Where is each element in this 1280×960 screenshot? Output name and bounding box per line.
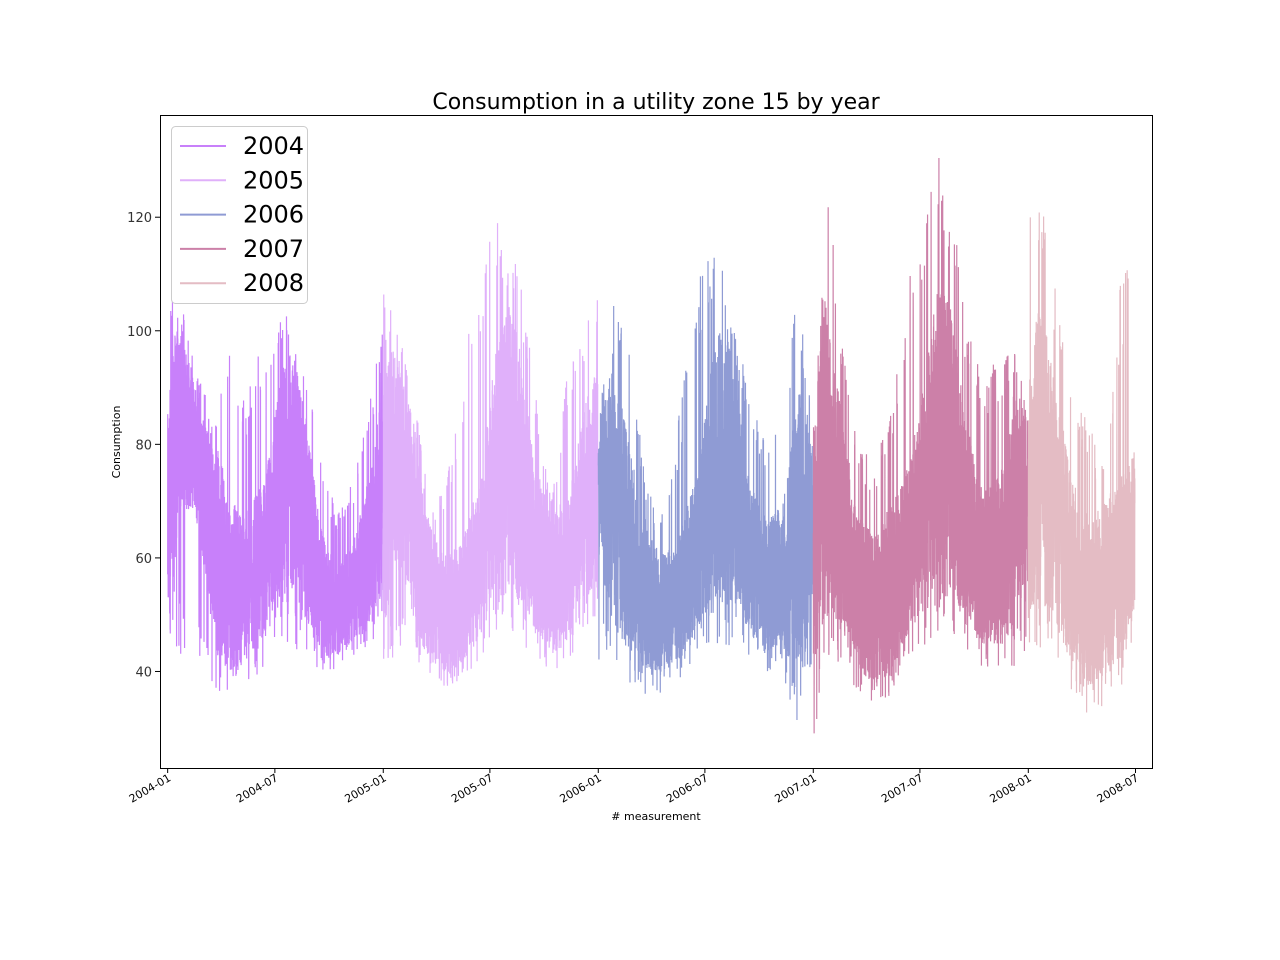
- series-line-2005: [382, 223, 599, 686]
- chart-title: Consumption in a utility zone 15 by year: [432, 90, 880, 115]
- legend[interactable]: 2004 2005 2006 2007 2008: [171, 126, 308, 304]
- legend-box: [171, 126, 308, 304]
- x-tick-label: 2004-01: [127, 771, 173, 805]
- x-tick-label: 2008-07: [1095, 771, 1141, 805]
- x-tick-label: 2007-07: [879, 771, 925, 805]
- legend-label-2008: 2008: [243, 269, 304, 297]
- x-tick-label: 2005-07: [449, 771, 495, 805]
- x-axis: 2004-01 2004-07 2005-01 2005-07 2006-01 2006-…: [127, 768, 1141, 806]
- y-tick-label: 80: [135, 438, 152, 453]
- x-tick-label: 2006-01: [557, 771, 603, 805]
- x-axis-label: # measurement: [611, 810, 701, 823]
- x-tick-label: 2005-01: [342, 771, 388, 805]
- x-tick-label: 2007-01: [772, 771, 818, 805]
- y-tick-label: 40: [135, 665, 152, 680]
- series-layer: [167, 157, 1136, 734]
- series-line-2006: [597, 257, 814, 721]
- y-axis-label: Consumption: [110, 406, 123, 479]
- y-tick-label: 120: [127, 211, 152, 226]
- y-tick-label: 100: [127, 325, 152, 340]
- legend-label-2007: 2007: [243, 235, 304, 263]
- x-tick-label: 2004-07: [234, 771, 280, 805]
- legend-label-2006: 2006: [243, 201, 304, 229]
- x-tick-label: 2006-07: [664, 771, 710, 805]
- series-line-2007: [812, 157, 1029, 734]
- series-line-2004: [167, 300, 384, 691]
- y-tick-label: 60: [135, 552, 152, 567]
- legend-label-2005: 2005: [243, 166, 304, 194]
- y-axis: 40 60 80 100 120: [127, 211, 160, 680]
- x-tick-label: 2008-01: [987, 771, 1033, 805]
- legend-label-2004: 2004: [243, 132, 304, 160]
- series-line-2008: [1027, 212, 1136, 713]
- plot-frame: [160, 115, 1153, 769]
